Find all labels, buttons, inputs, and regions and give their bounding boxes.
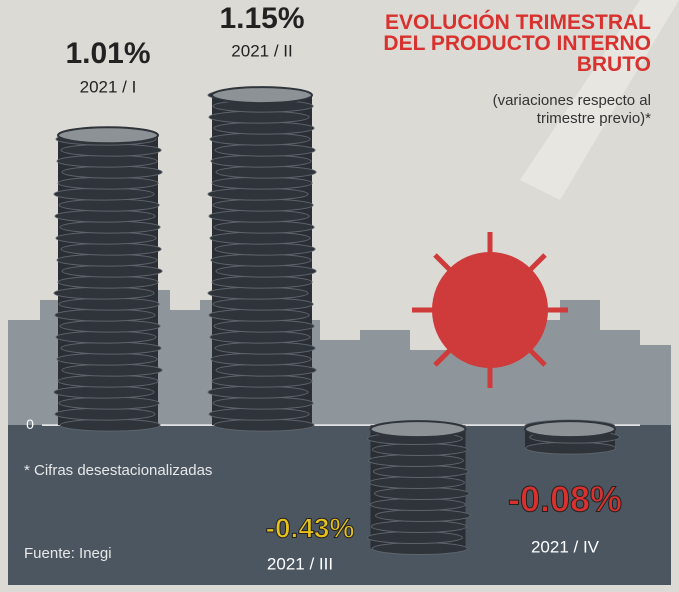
coin-edge bbox=[56, 352, 158, 366]
coin-edge bbox=[58, 198, 160, 212]
coin-edge bbox=[215, 264, 317, 278]
coin-edge bbox=[367, 454, 464, 468]
coin-edge bbox=[53, 187, 155, 201]
coin-edge bbox=[60, 341, 162, 355]
coin-edge bbox=[61, 264, 163, 278]
coin-edge bbox=[213, 319, 315, 333]
coin-top bbox=[211, 86, 313, 105]
value-label: -0.08% bbox=[508, 479, 622, 520]
virus-spikes bbox=[412, 232, 568, 388]
coin-edge bbox=[214, 341, 316, 355]
x-tick-label: 2021 / I bbox=[80, 77, 137, 96]
coin-top bbox=[57, 126, 159, 145]
coin-edge bbox=[214, 242, 316, 256]
coin-edge bbox=[212, 297, 314, 311]
coin-edge bbox=[58, 297, 160, 311]
coin-edge bbox=[207, 286, 309, 300]
source: Fuente: Inegi bbox=[24, 545, 112, 562]
chart-title: EVOLUCIÓN TRIMESTRAL DEL PRODUCTO INTERN… bbox=[383, 11, 651, 76]
coin-edge bbox=[56, 154, 158, 168]
coin-edge bbox=[211, 176, 313, 190]
coin-edge bbox=[61, 363, 163, 377]
coin-edge bbox=[214, 143, 316, 157]
coin-top bbox=[369, 420, 467, 439]
coin-edge bbox=[208, 407, 310, 421]
coin-edge bbox=[209, 231, 311, 245]
coin-edge bbox=[210, 253, 312, 267]
coin-edge bbox=[60, 242, 162, 256]
x-tick-label: 2021 / III bbox=[267, 554, 333, 573]
coin-edge bbox=[212, 198, 314, 212]
coin-edge bbox=[55, 330, 157, 344]
coin-edge bbox=[371, 443, 468, 457]
y-tick-label: 0 bbox=[26, 416, 34, 432]
coin-edge bbox=[372, 465, 469, 479]
coin-edge bbox=[209, 330, 311, 344]
coin-edge bbox=[208, 209, 310, 223]
note: * Cifras desestacionalizadas bbox=[24, 462, 213, 479]
coin-edge bbox=[210, 352, 312, 366]
chart-subtitle: (variaciones respecto al trimestre previ… bbox=[492, 92, 651, 127]
coin-edge bbox=[366, 531, 463, 545]
coin-edge bbox=[53, 385, 155, 399]
coin-top bbox=[524, 420, 616, 439]
value-label: 1.15% bbox=[219, 2, 304, 35]
skyline bbox=[8, 260, 671, 425]
coin-edge bbox=[212, 396, 314, 410]
coin-edge bbox=[370, 520, 467, 534]
coin-edge bbox=[59, 319, 161, 333]
coin-edge bbox=[373, 487, 470, 501]
coin-edge bbox=[207, 385, 309, 399]
coin-edge bbox=[207, 187, 309, 201]
coin-edge bbox=[215, 165, 317, 179]
coin-edge bbox=[58, 396, 160, 410]
coin-edge bbox=[54, 209, 156, 223]
coin-edge bbox=[57, 374, 159, 388]
coin-edge bbox=[210, 154, 312, 168]
coin-edge bbox=[369, 498, 466, 512]
coin-edge bbox=[56, 253, 158, 267]
coin-edge bbox=[213, 121, 315, 135]
coin-edge bbox=[54, 407, 156, 421]
x-tick-label: 2021 / IV bbox=[531, 537, 600, 556]
coin-edge bbox=[208, 308, 310, 322]
light-ray bbox=[520, 0, 679, 200]
coin-edge bbox=[374, 509, 471, 523]
coin-edge bbox=[211, 374, 313, 388]
coin-edge bbox=[208, 110, 310, 124]
coin-edge bbox=[525, 441, 617, 455]
coin-edge bbox=[368, 476, 465, 490]
coin-edge bbox=[57, 275, 159, 289]
coin-edge bbox=[57, 176, 159, 190]
coin-edge bbox=[371, 542, 468, 556]
coin-edge bbox=[213, 418, 315, 432]
coin-edge bbox=[213, 220, 315, 234]
coin-edge bbox=[211, 275, 313, 289]
coin-edge bbox=[60, 143, 162, 157]
coin-edge bbox=[61, 165, 163, 179]
coin-edge bbox=[59, 220, 161, 234]
value-label: -0.43% bbox=[266, 512, 355, 543]
coin-edge bbox=[209, 132, 311, 146]
coin-edge bbox=[215, 363, 317, 377]
x-tick-label: 2021 / II bbox=[231, 41, 292, 60]
coin-edge bbox=[54, 308, 156, 322]
value-label: 1.01% bbox=[65, 37, 150, 70]
coin-edge bbox=[53, 286, 155, 300]
coin-edge bbox=[59, 418, 161, 432]
coin-edge bbox=[55, 231, 157, 245]
